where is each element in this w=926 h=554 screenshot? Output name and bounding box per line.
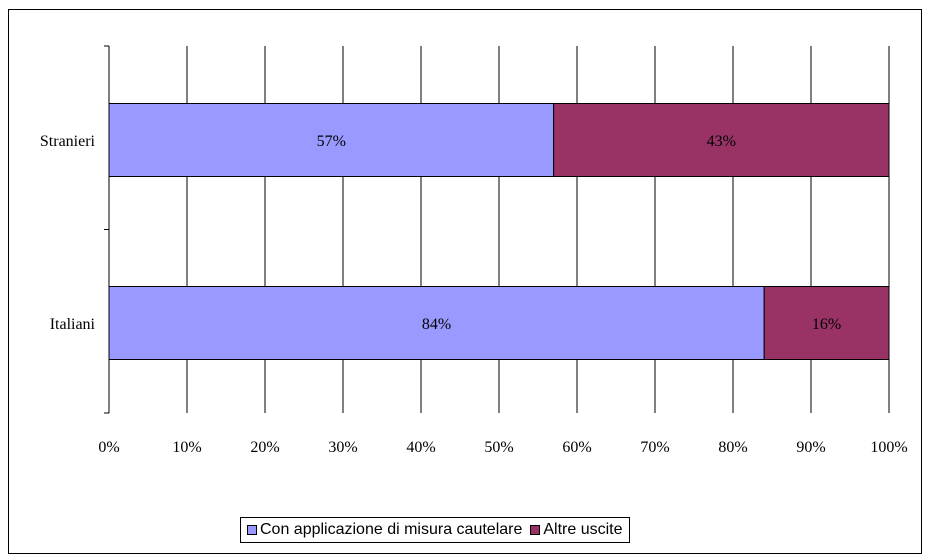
- x-tick-label-5: 50%: [484, 439, 513, 456]
- x-tick-label-4: 40%: [406, 439, 435, 456]
- legend-label-series-1: Altre uscite: [543, 521, 623, 538]
- category-label-1: Italiani: [50, 316, 96, 333]
- x-tick-label-6: 60%: [562, 439, 591, 456]
- legend: Con applicazione di misura cautelare Alt…: [240, 517, 630, 543]
- x-tick-label-8: 80%: [718, 439, 747, 456]
- x-tick-label-10: 100%: [870, 439, 907, 456]
- data-label-1-1: 16%: [812, 316, 841, 333]
- data-label-0-1: 43%: [707, 133, 736, 150]
- x-tick-label-3: 30%: [328, 439, 357, 456]
- data-label-0-0: 57%: [317, 133, 346, 150]
- category-label-0: Stranieri: [40, 133, 96, 150]
- legend-item-series-1: Altre uscite: [530, 521, 623, 539]
- bar-0-1: [553, 103, 890, 177]
- chart-frame: [8, 9, 922, 554]
- legend-swatch-series-1: [530, 525, 541, 535]
- legend-swatch-series-0: [247, 525, 257, 535]
- legend-label-series-0: Con applicazione di misura cautelare: [260, 521, 523, 538]
- x-tick-label-0: 0%: [98, 439, 119, 456]
- data-label-1-0: 84%: [422, 316, 451, 333]
- x-tick-label-1: 10%: [172, 439, 201, 456]
- x-tick-label-9: 90%: [796, 439, 825, 456]
- bar-1-0: [108, 286, 765, 360]
- x-tick-label-7: 70%: [640, 439, 669, 456]
- bar-1-1: [763, 286, 890, 360]
- legend-item-series-0: Con applicazione di misura cautelare: [247, 521, 522, 539]
- x-tick-label-2: 20%: [250, 439, 279, 456]
